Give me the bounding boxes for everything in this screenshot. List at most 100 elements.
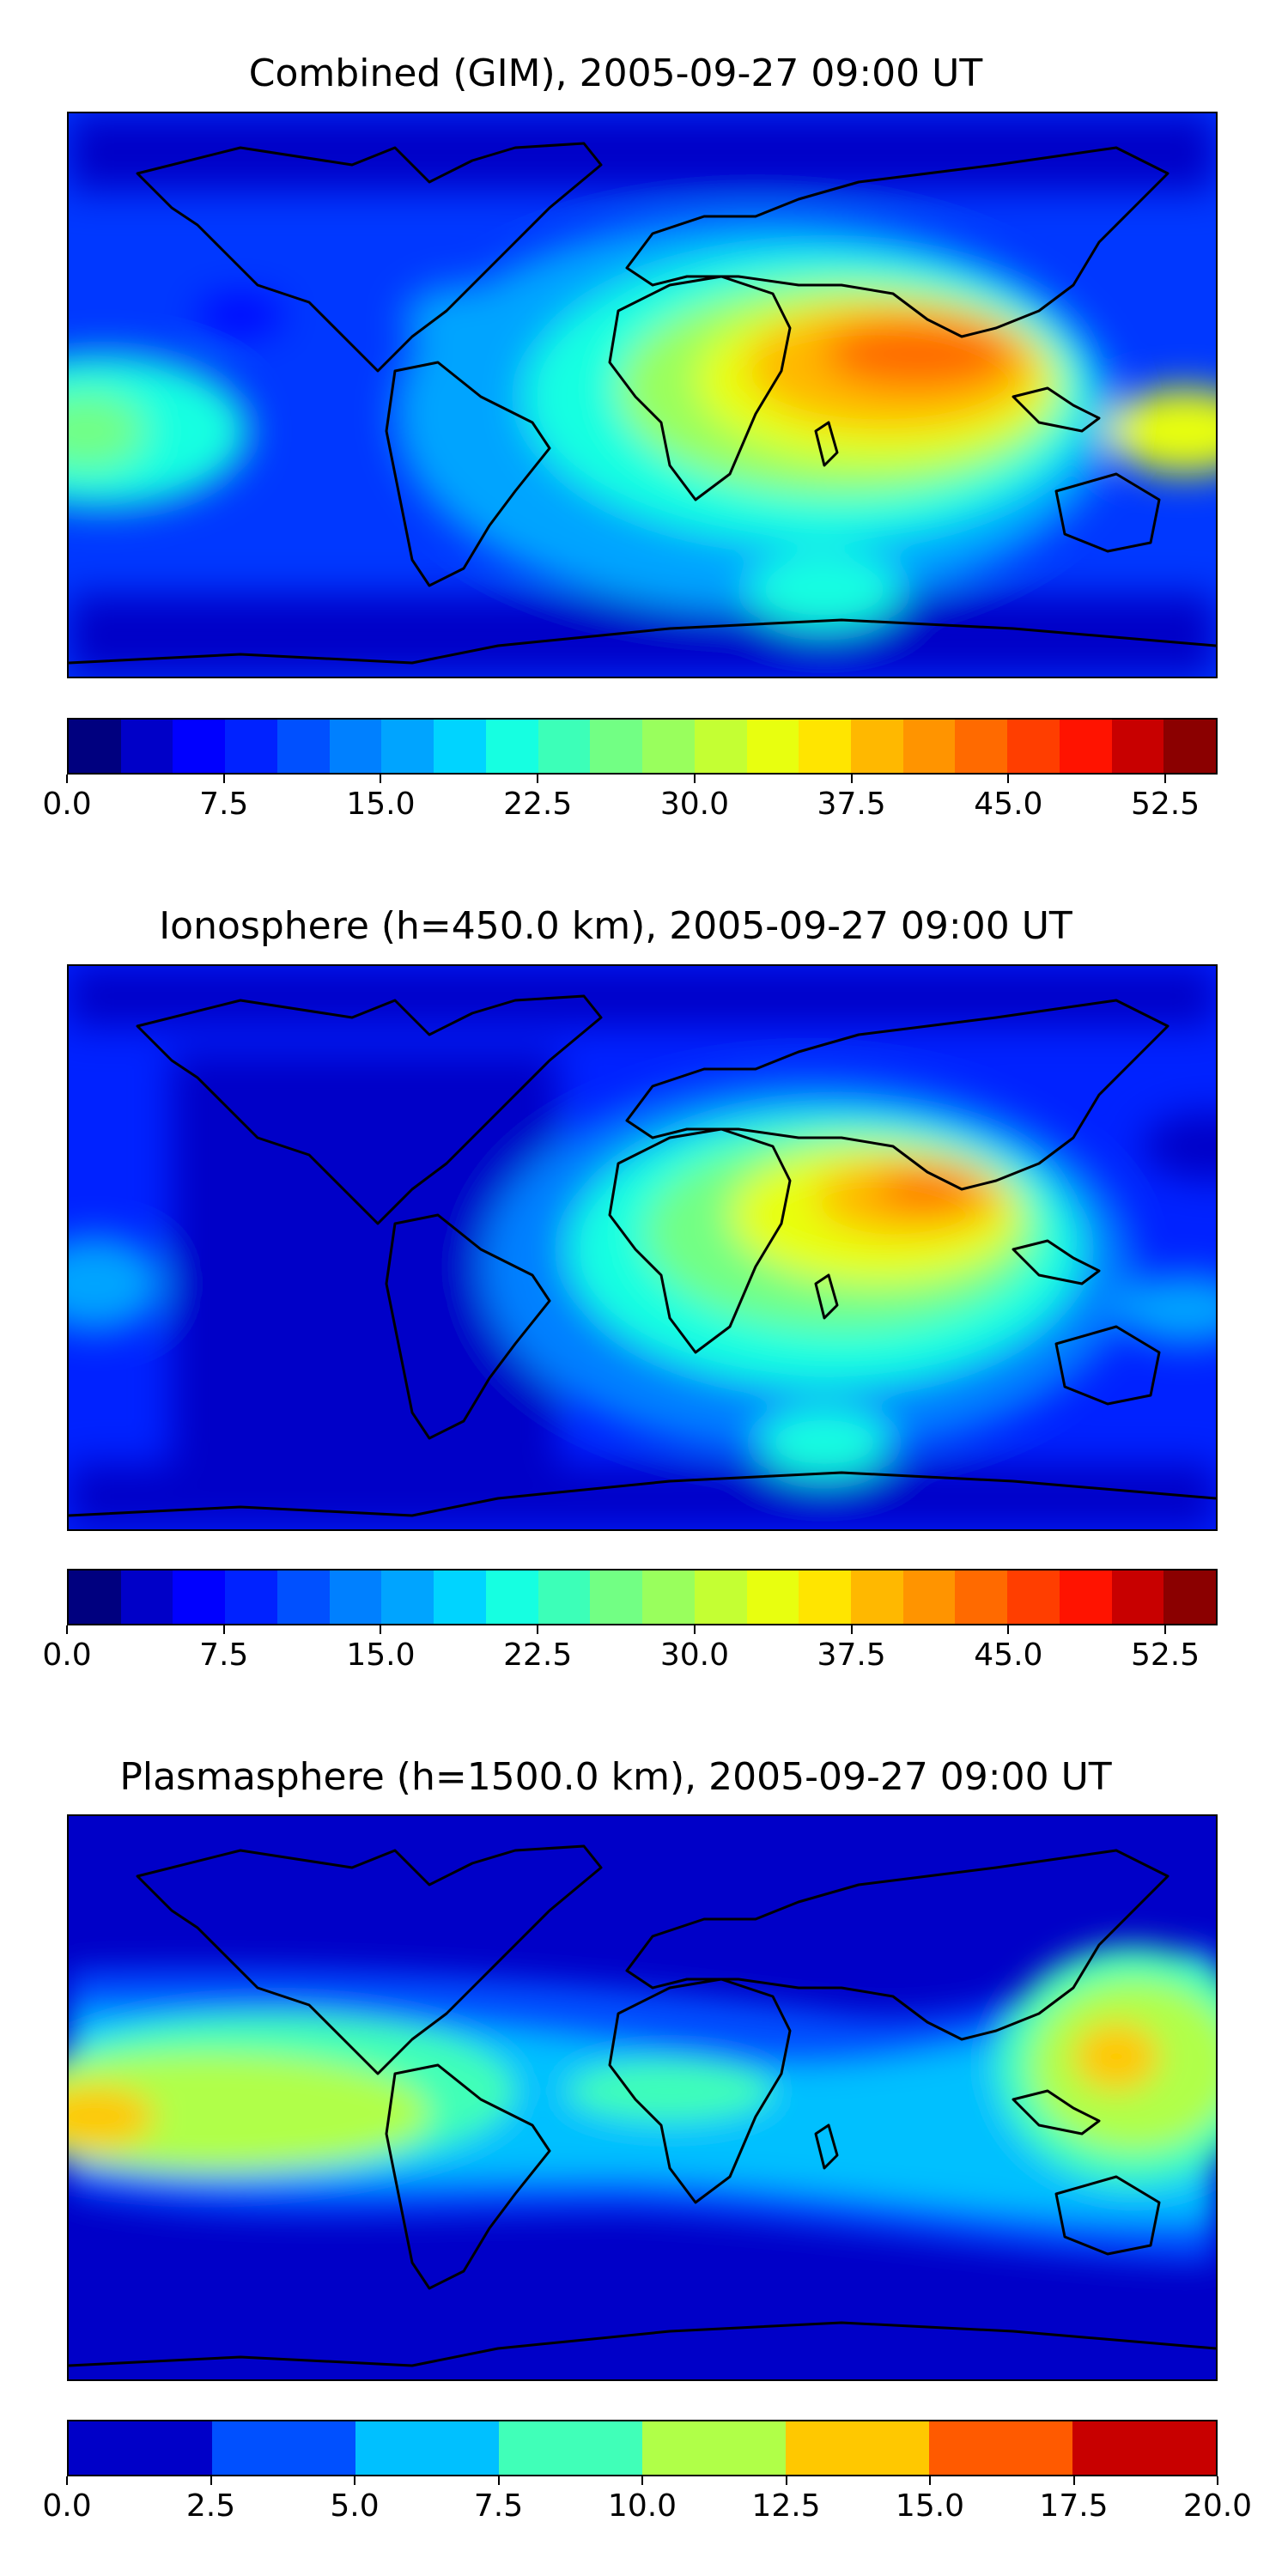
colorbar-segment	[642, 720, 695, 773]
panel-title-ionosphere: Ionosphere (h=450.0 km), 2005-09-27 09:0…	[159, 904, 1072, 948]
colorbar-tick	[66, 1625, 68, 1634]
colorbar-tick-label: 17.5	[1039, 2488, 1109, 2524]
colorbar-tick	[497, 2476, 500, 2485]
colorbar-tick-label: 0.0	[42, 787, 92, 822]
colorbar-tick-label: 45.0	[974, 1637, 1043, 1673]
colorbar-segment	[642, 1571, 695, 1624]
colorbar-segment	[538, 720, 591, 773]
colorbar-segment	[434, 1571, 486, 1624]
colorbar-tick-label: 22.5	[503, 787, 573, 822]
colorbar-tick-label: 52.5	[1131, 787, 1200, 822]
colorbar-segment	[786, 2421, 929, 2475]
colorbar-tick-label: 10.0	[607, 2488, 677, 2524]
colorbar-tick	[785, 2476, 787, 2485]
colorbar-tick-label: 15.0	[895, 2488, 965, 2524]
colorbar-segment	[1163, 720, 1217, 773]
colorbar-segment	[381, 1571, 434, 1624]
colorbar-segment	[69, 2421, 212, 2475]
colorbar-segment	[902, 720, 956, 773]
colorbar-tick	[537, 775, 539, 783]
colorbar-combined	[67, 718, 1218, 775]
colorbar-ionosphere	[67, 1569, 1218, 1625]
colorbar-tick	[693, 775, 696, 783]
map-plasmasphere	[67, 1814, 1218, 2381]
colorbar-segment	[329, 1571, 382, 1624]
colorbar-tick-label: 7.5	[473, 2488, 524, 2524]
colorbar-segment	[120, 720, 173, 773]
colorbar-tick	[929, 2476, 931, 2485]
colorbar-tick	[850, 1625, 853, 1634]
colorbar-segment	[1072, 2421, 1216, 2475]
colorbar-tick-label: 37.5	[817, 787, 886, 822]
colorbar-segment	[799, 1571, 852, 1624]
colorbar-segment	[485, 720, 538, 773]
panel-title-plasmasphere: Plasmasphere (h=1500.0 km), 2005-09-27 0…	[119, 1755, 1112, 1799]
colorbar-tick-label: 37.5	[817, 1637, 886, 1673]
colorbar-segment	[499, 2421, 642, 2475]
colorbar-segment	[276, 1571, 330, 1624]
colorbar-tick-label: 5.0	[330, 2488, 380, 2524]
colorbar-segment	[69, 720, 121, 773]
colorbar-tick	[222, 775, 225, 783]
colorbar-tick	[222, 1625, 225, 1634]
colorbar-tick	[641, 2476, 643, 2485]
colorbar-segment	[225, 720, 277, 773]
colorbar-segment	[120, 1571, 173, 1624]
colorbar-tick-label: 0.0	[42, 1637, 92, 1673]
colorbar-segment	[1111, 720, 1164, 773]
colorbar-tick-label: 22.5	[503, 1637, 573, 1673]
tec-map-combined	[69, 113, 1216, 677]
colorbar-segment	[485, 1571, 538, 1624]
tec-map-plasmasphere	[69, 1816, 1216, 2379]
colorbar-tick	[1072, 2476, 1075, 2485]
colorbar-tick-label: 15.0	[346, 1637, 416, 1673]
colorbar-segment	[225, 1571, 277, 1624]
colorbar-segment	[590, 1571, 643, 1624]
colorbar-segment	[955, 1571, 1008, 1624]
colorbar-segment	[642, 2421, 786, 2475]
colorbar-segment	[212, 2421, 355, 2475]
colorbar-tick-label: 52.5	[1131, 1637, 1200, 1673]
colorbar-segment	[1007, 720, 1060, 773]
colorbar-segment	[851, 1571, 903, 1624]
colorbar-segment	[381, 720, 434, 773]
colorbar-tick-label: 15.0	[346, 787, 416, 822]
map-combined	[67, 112, 1218, 678]
colorbar-segment	[69, 1571, 121, 1624]
colorbar-segment	[355, 2421, 499, 2475]
colorbar-segment	[746, 1571, 799, 1624]
map-ionosphere	[67, 964, 1218, 1531]
colorbar-tick-label: 0.0	[42, 2488, 92, 2524]
colorbar-segment	[434, 720, 486, 773]
colorbar-tick	[1217, 2476, 1218, 2485]
colorbar-tick	[380, 1625, 382, 1634]
colorbar-segment	[590, 720, 643, 773]
colorbar-segment	[1111, 1571, 1164, 1624]
colorbar-segment	[902, 1571, 956, 1624]
colorbar-segment	[955, 720, 1008, 773]
colorbar-tick-label: 45.0	[974, 787, 1043, 822]
colorbar-tick	[537, 1625, 539, 1634]
colorbar-tick-label: 30.0	[659, 787, 729, 822]
colorbar-segment	[799, 720, 852, 773]
colorbar-segment	[173, 1571, 226, 1624]
colorbar-segment	[173, 720, 226, 773]
colorbar-tick	[380, 775, 382, 783]
colorbar-segment	[1059, 1571, 1112, 1624]
colorbar-segment	[929, 2421, 1072, 2475]
colorbar-tick	[210, 2476, 212, 2485]
colorbar-tick	[693, 1625, 696, 1634]
colorbar-segment	[746, 720, 799, 773]
colorbar-plasmasphere	[67, 2420, 1218, 2476]
tec-map-ionosphere	[69, 966, 1216, 1529]
colorbar-tick-label: 12.5	[751, 2488, 821, 2524]
colorbar-segment	[1059, 720, 1112, 773]
colorbar-tick	[66, 2476, 68, 2485]
colorbar-tick	[66, 775, 68, 783]
colorbar-tick	[354, 2476, 355, 2485]
colorbar-tick-label: 7.5	[199, 787, 249, 822]
colorbar-segment	[329, 720, 382, 773]
panel-title-combined: Combined (GIM), 2005-09-27 09:00 UT	[248, 52, 983, 95]
colorbar-segment	[851, 720, 903, 773]
colorbar-segment	[1007, 1571, 1060, 1624]
